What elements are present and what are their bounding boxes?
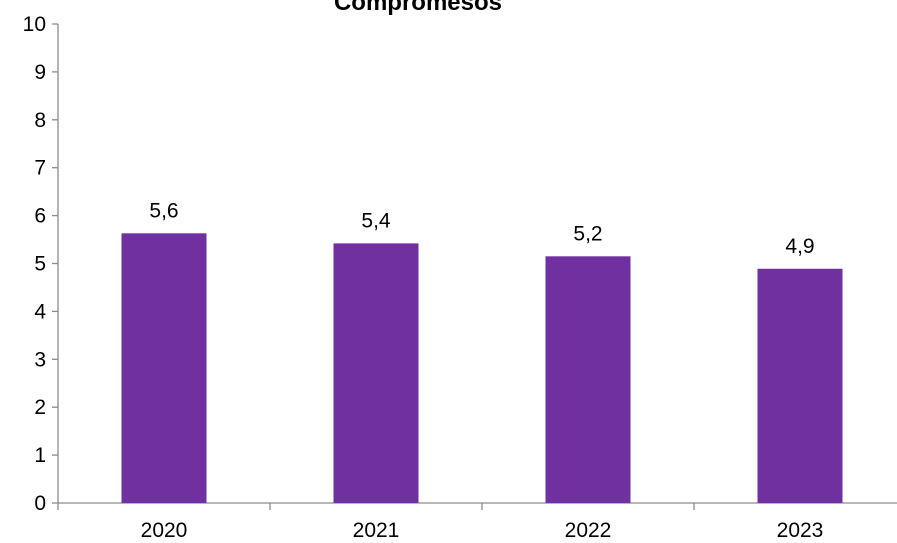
- x-tick-label: 2022: [565, 519, 612, 542]
- bar-series: [121, 233, 843, 503]
- y-tick-label: 10: [23, 13, 46, 36]
- y-tick-label: 6: [34, 205, 46, 228]
- y-tick-label: 4: [34, 300, 46, 323]
- y-tick-label: 5: [34, 253, 46, 276]
- y-tick-label: 3: [34, 348, 46, 371]
- y-tick-label: 1: [34, 444, 46, 467]
- data-label-2023: 4,9: [785, 235, 814, 258]
- bar-2022: [545, 256, 631, 503]
- bar-2023: [757, 268, 843, 503]
- y-axis: 0 1 2 3 4 5 6 7 8 9 10: [23, 13, 59, 515]
- y-tick-label: 7: [34, 157, 46, 180]
- chart-title: Compromesos: [334, 0, 502, 16]
- y-tick-label: 9: [34, 61, 46, 84]
- x-tick-label: 2021: [353, 519, 400, 542]
- bar-2021: [333, 243, 419, 503]
- y-tick-label: 8: [34, 109, 46, 132]
- x-tick-label: 2020: [141, 519, 188, 542]
- x-tick-label: 2023: [777, 519, 824, 542]
- data-label-2022: 5,2: [573, 222, 602, 245]
- data-label-2021: 5,4: [361, 209, 391, 232]
- y-tick-label: 0: [34, 492, 46, 515]
- data-label-2020: 5,6: [149, 199, 178, 222]
- y-tick-label: 2: [34, 396, 46, 419]
- data-labels: 5,6 5,4 5,2 4,9: [149, 199, 814, 257]
- bar-2020: [121, 233, 207, 503]
- x-axis: 2020 2021 2022 2023: [57, 502, 897, 542]
